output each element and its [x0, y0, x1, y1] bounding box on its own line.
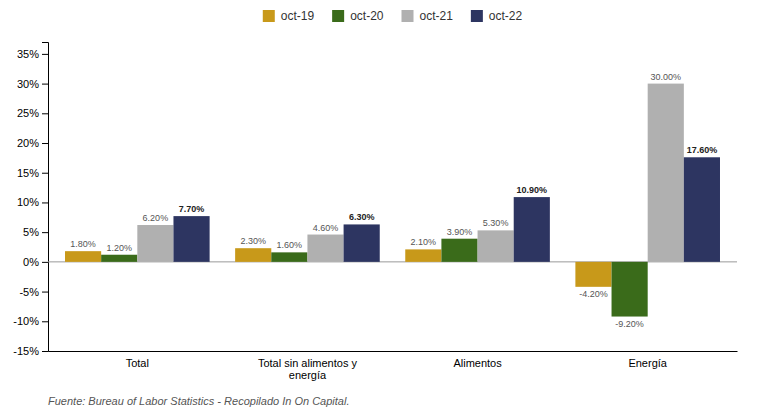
- data-label: 10.90%: [517, 185, 548, 195]
- x-tick-label-line: energía: [289, 369, 327, 381]
- y-tick-label: -5%: [19, 286, 39, 298]
- legend-item: oct-20: [332, 9, 384, 23]
- y-tick-mark: [42, 54, 48, 55]
- legend-swatch: [332, 10, 344, 22]
- data-label: 17.60%: [687, 145, 718, 155]
- bar: [648, 84, 684, 262]
- y-tick-mark: [42, 351, 48, 352]
- y-tick: -5%: [19, 286, 48, 298]
- y-tick-label: 25%: [17, 107, 39, 119]
- y-axis: -15% -10% -5% 0% 5% 10% 15% 20% 25% 30% 35%: [13, 43, 48, 358]
- bar: [405, 249, 441, 261]
- bar: [612, 262, 648, 317]
- y-tick: -15%: [13, 345, 48, 357]
- chart: -15%-10%-5%0%5%10%15%20%25%30%35%TotalTo…: [0, 0, 757, 411]
- data-label: 2.10%: [411, 237, 437, 247]
- data-label: 2.30%: [240, 236, 266, 246]
- y-tick-label: 5%: [23, 226, 39, 238]
- bar: [235, 248, 271, 262]
- y-tick-label: 0%: [23, 256, 39, 268]
- y-tick: 10%: [17, 196, 48, 208]
- y-tick-mark: [42, 262, 48, 263]
- legend: oct-19 oct-20 oct-21 oct-22: [263, 9, 523, 23]
- data-label: 1.20%: [106, 243, 132, 253]
- bar: [514, 197, 550, 262]
- y-tick: 20%: [17, 137, 48, 149]
- legend-label: oct-20: [350, 9, 384, 23]
- bar: [65, 251, 101, 262]
- data-label: 7.70%: [179, 204, 205, 214]
- y-tick: -10%: [13, 315, 48, 327]
- bars: [65, 84, 720, 317]
- legend-swatch: [402, 10, 414, 22]
- x-tick-label: Alimentos: [453, 357, 502, 369]
- legend-label: oct-19: [281, 9, 315, 23]
- legend-swatch: [263, 10, 275, 22]
- bar: [271, 252, 307, 262]
- bar: [344, 224, 380, 261]
- y-tick-label: 10%: [17, 196, 39, 208]
- x-tick-label: Total: [126, 357, 149, 369]
- data-label: 4.60%: [313, 223, 339, 233]
- y-axis-line: [42, 43, 49, 352]
- x-axis: Total Total sin alimentos yenergía Aliment…: [49, 352, 738, 382]
- footnote: Fuente: Bureau of Labor Statistics - Rec…: [48, 395, 349, 407]
- y-tick-mark: [42, 202, 48, 203]
- data-label: 6.30%: [349, 212, 375, 222]
- bar: [101, 255, 137, 262]
- y-tick: 25%: [17, 107, 48, 119]
- legend-label: oct-22: [489, 9, 523, 23]
- data-labels: 1.80% 2.30% 2.10% -4.20% 1.20% 1.60% 3.90% -9.2…: [70, 72, 717, 329]
- y-tick-mark: [42, 292, 48, 293]
- bar: [137, 225, 173, 262]
- data-label: 6.20%: [143, 213, 169, 223]
- y-tick-label: 20%: [17, 137, 39, 149]
- y-tick-mark: [42, 113, 48, 114]
- y-tick-label: -15%: [13, 345, 39, 357]
- y-tick-mark: [42, 143, 48, 144]
- plot-area: -15%-10%-5%0%5%10%15%20%25%30%35%TotalTo…: [13, 43, 737, 382]
- y-tick-label: 15%: [17, 167, 39, 179]
- data-label: -4.20%: [579, 289, 608, 299]
- y-tick: 5%: [23, 226, 48, 238]
- data-label: -9.20%: [615, 319, 644, 329]
- bar: [684, 157, 720, 262]
- data-label: 30.00%: [650, 72, 681, 82]
- y-tick-label: 30%: [17, 78, 39, 90]
- bar-series: [137, 84, 684, 262]
- x-tick: Energía: [628, 357, 667, 369]
- y-tick-mark: [42, 321, 48, 322]
- y-tick: 15%: [17, 167, 48, 179]
- x-tick-label: Energía: [628, 357, 667, 369]
- y-tick: 35%: [17, 48, 48, 60]
- bar-series: [173, 157, 720, 262]
- legend-item: oct-21: [402, 9, 454, 23]
- data-label: 3.90%: [447, 227, 473, 237]
- bar: [307, 235, 343, 262]
- bar: [173, 216, 209, 262]
- bar: [478, 230, 514, 261]
- legend-item: oct-22: [471, 9, 523, 23]
- legend-swatch: [471, 10, 483, 22]
- legend-item: oct-19: [263, 9, 315, 23]
- x-tick: Alimentos: [453, 357, 502, 369]
- bar: [441, 239, 477, 262]
- bar: [575, 262, 611, 287]
- y-tick-mark: [42, 173, 48, 174]
- y-tick: 30%: [17, 78, 48, 90]
- data-label: 5.30%: [483, 218, 509, 228]
- x-tick: Total sin alimentos yenergía: [258, 357, 358, 382]
- x-tick-label: Total sin alimentos yenergía: [258, 357, 358, 382]
- x-axis-line: [49, 351, 738, 352]
- y-tick-label: 35%: [17, 48, 39, 60]
- data-label: 1.60%: [277, 240, 303, 250]
- y-tick-mark: [42, 84, 48, 85]
- x-tick-label-line: Total sin alimentos y: [258, 357, 358, 369]
- data-label: 1.80%: [70, 239, 96, 249]
- legend-label: oct-21: [420, 9, 454, 23]
- y-tick-mark: [42, 232, 48, 233]
- x-tick: Total: [126, 357, 149, 369]
- y-tick-label: -10%: [13, 315, 39, 327]
- y-tick: 0%: [23, 256, 48, 268]
